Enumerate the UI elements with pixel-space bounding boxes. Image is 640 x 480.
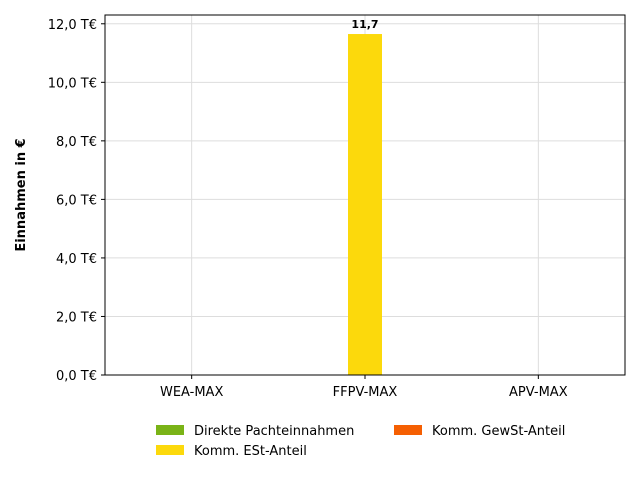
data-label: 11,7 bbox=[351, 18, 378, 31]
y-tick-label: 8,0 T€ bbox=[56, 135, 97, 150]
y-tick-label: 2,0 T€ bbox=[56, 310, 97, 325]
y-tick-label: 6,0 T€ bbox=[56, 193, 97, 208]
legend-swatch bbox=[156, 425, 184, 435]
legend-label: Direkte Pachteinnahmen bbox=[194, 424, 354, 439]
x-tick-label: FFPV-MAX bbox=[333, 385, 398, 400]
y-tick-label: 4,0 T€ bbox=[56, 252, 97, 267]
legend-swatch bbox=[394, 425, 422, 435]
legend-swatch bbox=[156, 445, 184, 455]
bar bbox=[348, 34, 382, 376]
legend-label: Komm. GewSt-Anteil bbox=[432, 424, 565, 439]
data-labels: 11,7 bbox=[351, 18, 378, 31]
ticks: 0,0 T€ 2,0 T€ 4,0 T€ 6,0 T€ 8,0 T€ 10,0 T€ 12,… bbox=[48, 18, 568, 400]
bars bbox=[348, 34, 382, 376]
x-tick-label: WEA-MAX bbox=[160, 385, 223, 400]
y-tick-label: 10,0 T€ bbox=[48, 76, 97, 91]
y-tick-label: 0,0 T€ bbox=[56, 369, 97, 384]
y-axis-title: Einnahmen in € bbox=[14, 138, 29, 251]
legend: Direkte Pachteinnahmen Komm. ESt-Anteil Ko… bbox=[156, 424, 565, 459]
x-tick-label: APV-MAX bbox=[509, 385, 568, 400]
y-tick-label: 12,0 T€ bbox=[48, 18, 97, 33]
legend-label: Komm. ESt-Anteil bbox=[194, 444, 307, 459]
